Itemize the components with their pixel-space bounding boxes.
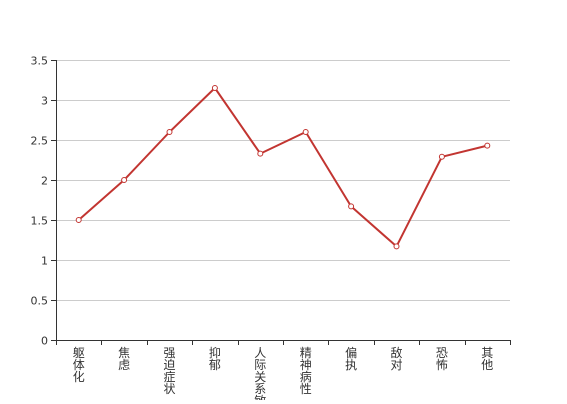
x-tick-label: 精神病性 — [300, 346, 312, 396]
data-point — [438, 153, 445, 160]
y-tick-label: 3 — [41, 95, 48, 108]
series-line — [78, 87, 488, 248]
x-tick-label: 恐怖 — [436, 346, 448, 372]
data-point — [302, 129, 309, 135]
y-tick-label: 1 — [41, 255, 48, 268]
y-tick-label: 3.5 — [31, 55, 49, 68]
x-tick-label: 强迫症状 — [163, 346, 175, 396]
x-tick-label: 躯体化 — [73, 345, 85, 384]
data-point — [211, 85, 218, 91]
data-point — [257, 150, 264, 157]
y-tick-label: 0 — [41, 335, 48, 348]
y-tick-label: 1.5 — [31, 215, 49, 228]
x-tick-label: 偏执 — [345, 345, 357, 372]
data-point — [484, 142, 491, 149]
x-tick-label: 敌对 — [390, 345, 402, 372]
data-point — [166, 129, 173, 135]
x-tick-label: 抑郁 — [209, 345, 221, 372]
y-tick-label: 0.5 — [31, 295, 49, 308]
y-tick-label: 2.5 — [31, 135, 49, 148]
data-point — [348, 203, 355, 210]
data-point — [75, 217, 82, 223]
x-tick-label: 其他 — [481, 346, 493, 372]
data-point — [121, 177, 128, 183]
x-tick-label: 焦虑 — [118, 346, 130, 372]
y-tick-label: 2 — [41, 175, 48, 188]
x-tick-label: 人际关系敏感 — [254, 346, 266, 400]
data-point — [393, 243, 400, 250]
